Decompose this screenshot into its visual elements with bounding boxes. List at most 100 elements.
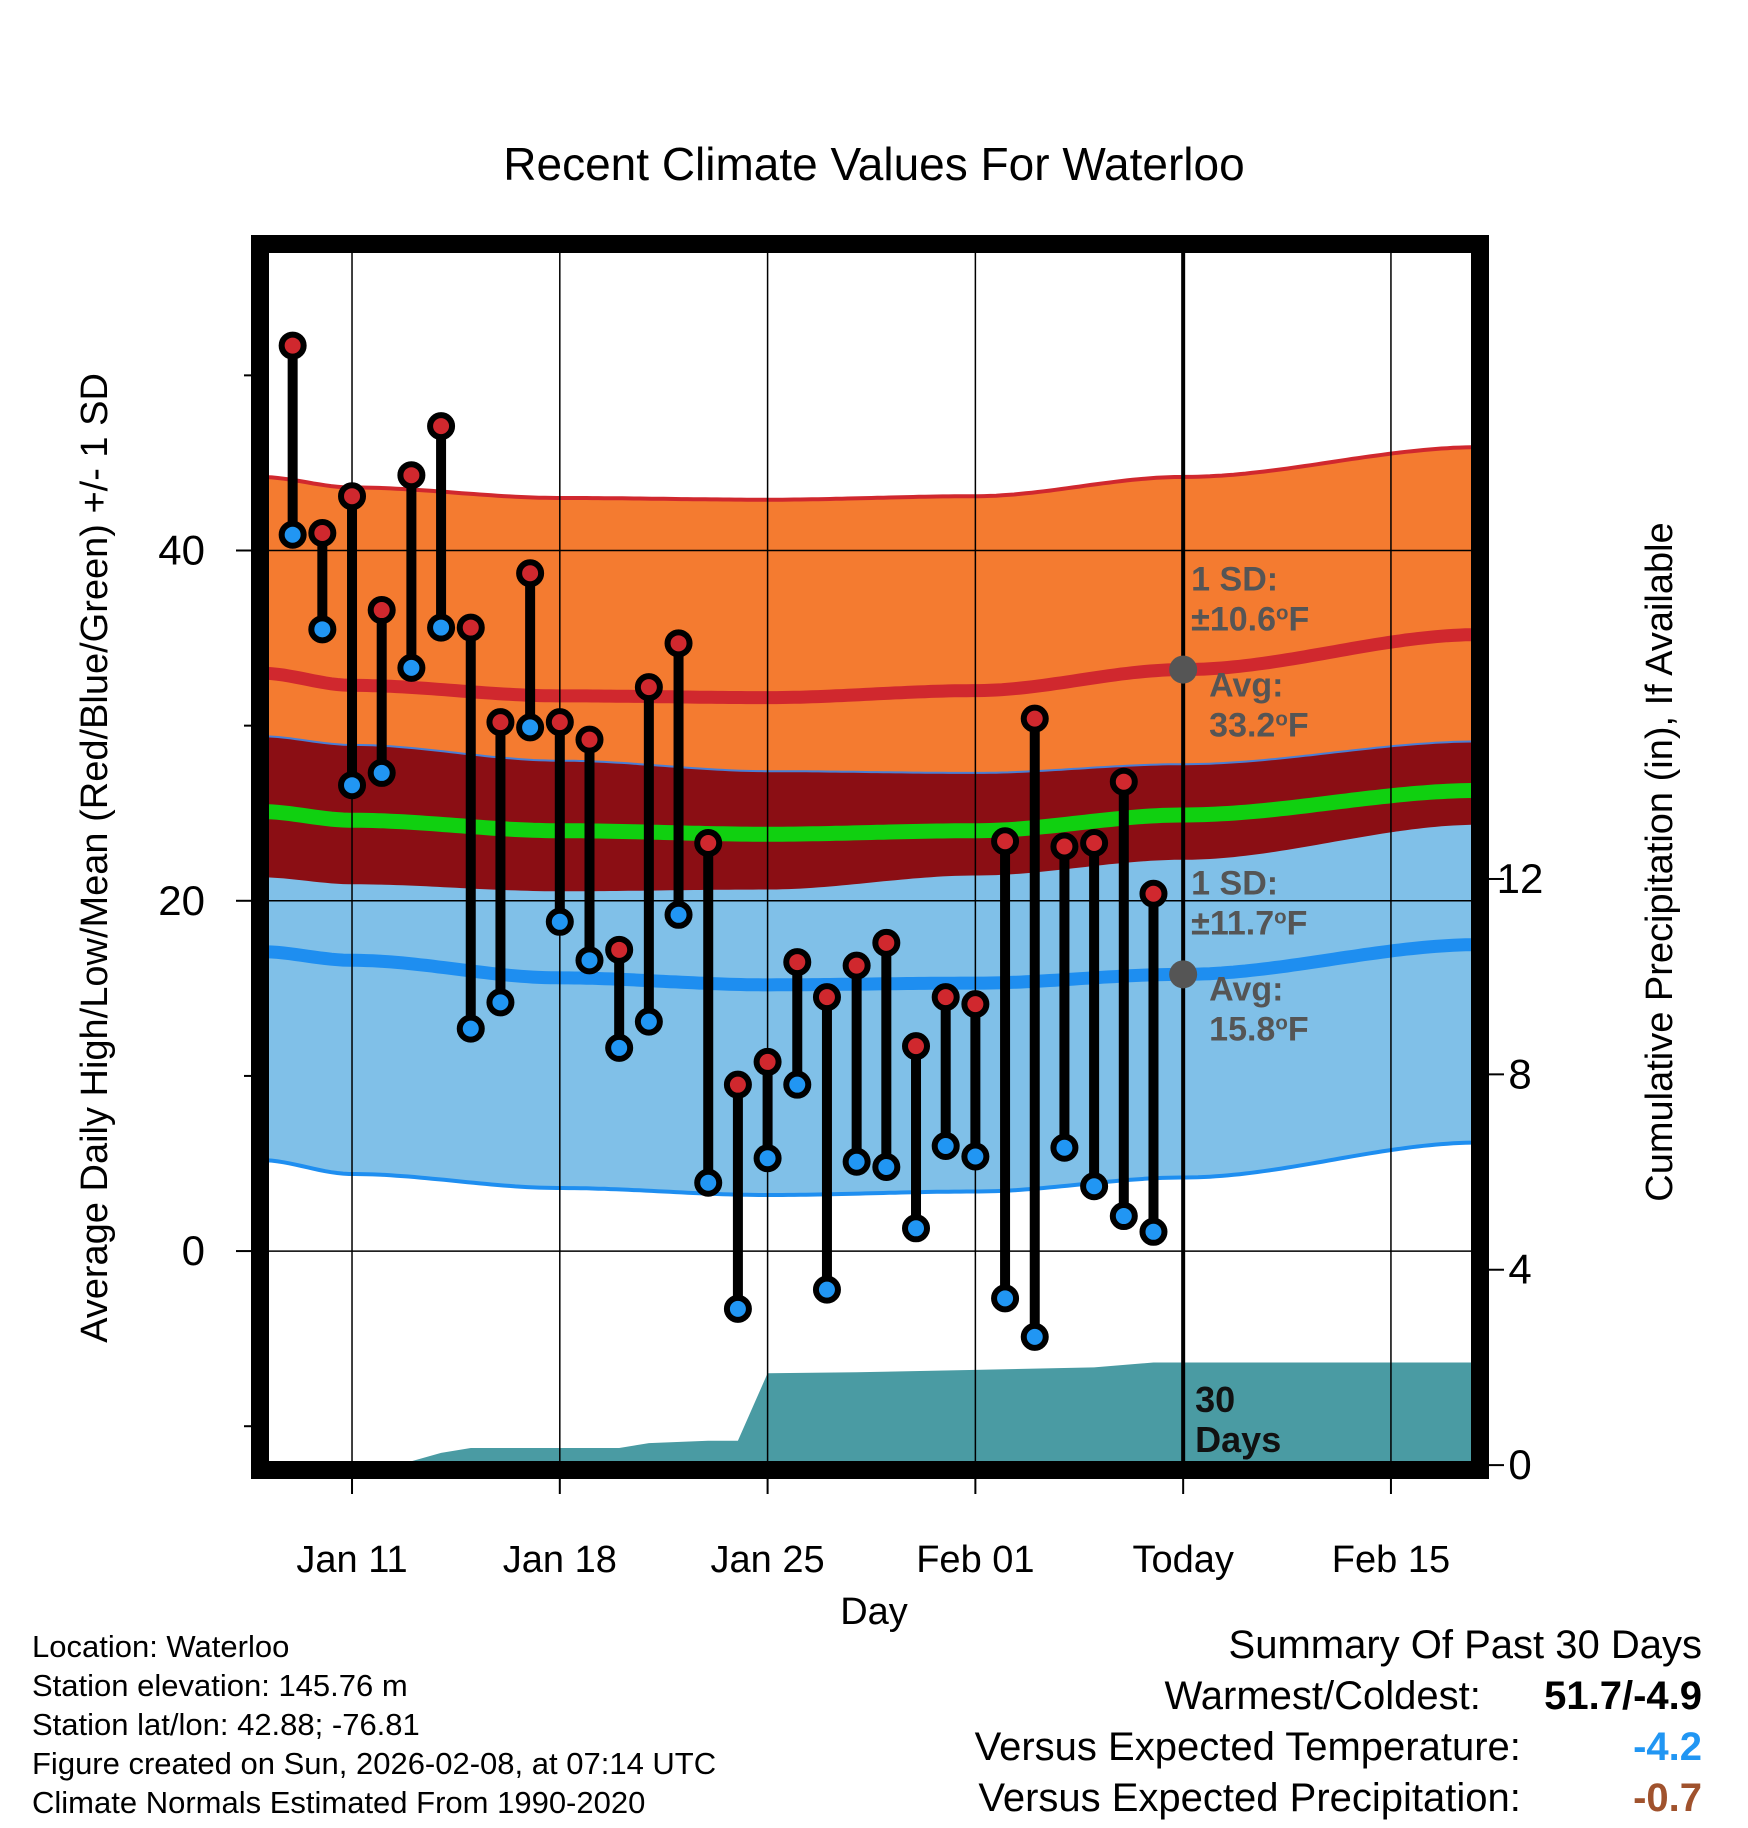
daily-high-point — [842, 951, 871, 980]
daily-low-point — [545, 907, 574, 936]
y2-tick-label: 12 — [1497, 855, 1544, 902]
daily-high-point — [308, 518, 337, 547]
daily-low-point — [308, 615, 337, 644]
daily-low-point — [1109, 1202, 1138, 1231]
station-latlon: Station lat/lon: 42.88; -76.81 — [32, 1707, 420, 1742]
daily-low-point — [278, 520, 307, 549]
daily-low-point — [664, 900, 693, 929]
low-sd-value-part: o — [1274, 906, 1286, 928]
high-avg-value-part: 33.2 — [1209, 707, 1275, 745]
daily-high-point — [456, 613, 485, 642]
today-high-avg-marker — [1169, 655, 1198, 684]
x-tick-label: Feb 15 — [1332, 1539, 1450, 1581]
high-sd-lower-line — [260, 735, 1478, 774]
y2-tick-label: 8 — [1508, 1050, 1531, 1097]
daily-high-point — [486, 708, 515, 737]
daily-high-point — [1050, 832, 1079, 861]
daily-low-point — [634, 1007, 663, 1036]
precip-days-number-part: 30 — [1195, 1379, 1235, 1420]
daily-high-point — [783, 948, 812, 977]
daily-low-point — [902, 1214, 931, 1243]
daily-low-point — [931, 1131, 960, 1160]
plot-frame — [251, 235, 1489, 1479]
high-avg-value-part: F — [1288, 707, 1309, 745]
daily-high-point — [1139, 879, 1168, 908]
cumulative-precip-area — [260, 1362, 1480, 1466]
y2-axis-label: Cumulative Precipitation (in), If Availa… — [1639, 522, 1681, 1201]
daily-high-point — [516, 559, 545, 588]
summary-warmest-row: Warmest/Coldest: 51.7/-4.9 — [975, 1671, 1703, 1722]
daily-low-point — [1139, 1217, 1168, 1246]
y-tick-label: 0 — [182, 1227, 205, 1274]
daily-high-point — [634, 673, 663, 702]
daily-low-point — [575, 946, 604, 975]
x-tick-label: Jan 25 — [711, 1539, 825, 1581]
daily-low-point — [842, 1147, 871, 1176]
daily-low-point — [397, 653, 426, 682]
daily-low-point — [812, 1275, 841, 1304]
high-sd-value: ±10.6oF — [1191, 601, 1309, 639]
daily-low-point — [338, 771, 367, 800]
station-location: Location: Waterloo — [32, 1629, 290, 1664]
warmest-label: Warmest/Coldest: — [1164, 1674, 1481, 1718]
high-sd-value-part: o — [1276, 603, 1288, 625]
low-sd-label: 1 SD: — [1191, 864, 1278, 902]
daily-low-point — [783, 1070, 812, 1099]
daily-high-point — [902, 1032, 931, 1061]
daily-high-point — [278, 331, 307, 360]
normal-mean-line — [260, 783, 1477, 842]
daily-low-point — [1080, 1172, 1109, 1201]
daily-high-point — [1080, 828, 1109, 857]
temp-anomaly-value: -4.2 — [1633, 1725, 1702, 1769]
station-elevation: Station elevation: 145.76 m — [32, 1668, 408, 1703]
summary-title: Summary Of Past 30 Days — [1228, 1623, 1702, 1667]
daily-low-point — [872, 1153, 901, 1182]
daily-high-point — [753, 1047, 782, 1076]
precip-days-word-part: Days — [1195, 1419, 1281, 1460]
y2-tick-label: 0 — [1508, 1441, 1531, 1488]
daily-high-point — [545, 708, 574, 737]
daily-high-point — [338, 482, 367, 511]
climate-normals-note: Climate Normals Estimated From 1990-2020 — [32, 1785, 646, 1820]
temp-anomaly-label: Versus Expected Temperature: — [974, 1725, 1521, 1769]
daily-high-point — [931, 983, 960, 1012]
daily-high-point — [427, 412, 456, 441]
low-avg-value-part: 15.8 — [1209, 1010, 1275, 1048]
daily-low-point — [961, 1142, 990, 1171]
x-tick-label: Jan 11 — [296, 1539, 407, 1581]
high-sd-value-part: ±10.6 — [1191, 601, 1276, 639]
y-axis-label: Average Daily High/Low/Mean (Red/Blue/Gr… — [74, 373, 116, 1343]
precip-days-word: Days — [1195, 1419, 1281, 1460]
low-avg-label-part: Avg: — [1209, 970, 1283, 1008]
x-tick-label: Today — [1132, 1539, 1233, 1581]
low-avg-label: Avg: — [1209, 970, 1283, 1008]
low-sd-label-part: 1 SD: — [1191, 864, 1278, 902]
summary-temp-row: Versus Expected Temperature: -4.2 — [975, 1722, 1702, 1773]
daily-low-point — [367, 758, 396, 787]
low-sd-lower-line — [260, 1140, 1478, 1197]
summary-precip-row: Versus Expected Precipitation: -0.7 — [975, 1773, 1702, 1824]
low-sd-value-part: ±11.7 — [1191, 904, 1274, 942]
daily-high-point — [664, 629, 693, 658]
high-avg-value-part: o — [1275, 709, 1287, 731]
daily-low-point — [1020, 1322, 1049, 1351]
high-avg-value: 33.2oF — [1209, 707, 1308, 745]
daily-low-point — [427, 613, 456, 642]
daily-low-point — [694, 1168, 723, 1197]
daily-low-point — [991, 1284, 1020, 1313]
low-sd-upper-line — [260, 822, 1478, 892]
chart-title: Recent Climate Values For Waterloo — [503, 138, 1244, 190]
normal-low-line — [260, 938, 1478, 992]
daily-low-point — [456, 1014, 485, 1043]
x-tick-label: Feb 01 — [916, 1539, 1034, 1581]
high-avg-label: Avg: — [1209, 667, 1283, 705]
high-sd-label-part: 1 SD: — [1191, 561, 1278, 599]
high-sd-value-part: F — [1288, 601, 1309, 639]
daily-high-point — [694, 828, 723, 857]
daily-high-point — [723, 1070, 752, 1099]
today-low-avg-marker — [1169, 960, 1198, 989]
high-sd-upper-line — [260, 445, 1477, 502]
daily-high-point — [1109, 767, 1138, 796]
station-info: Location: Waterloo Station elevation: 14… — [32, 1627, 716, 1822]
precip-days-number: 30 — [1195, 1379, 1235, 1420]
